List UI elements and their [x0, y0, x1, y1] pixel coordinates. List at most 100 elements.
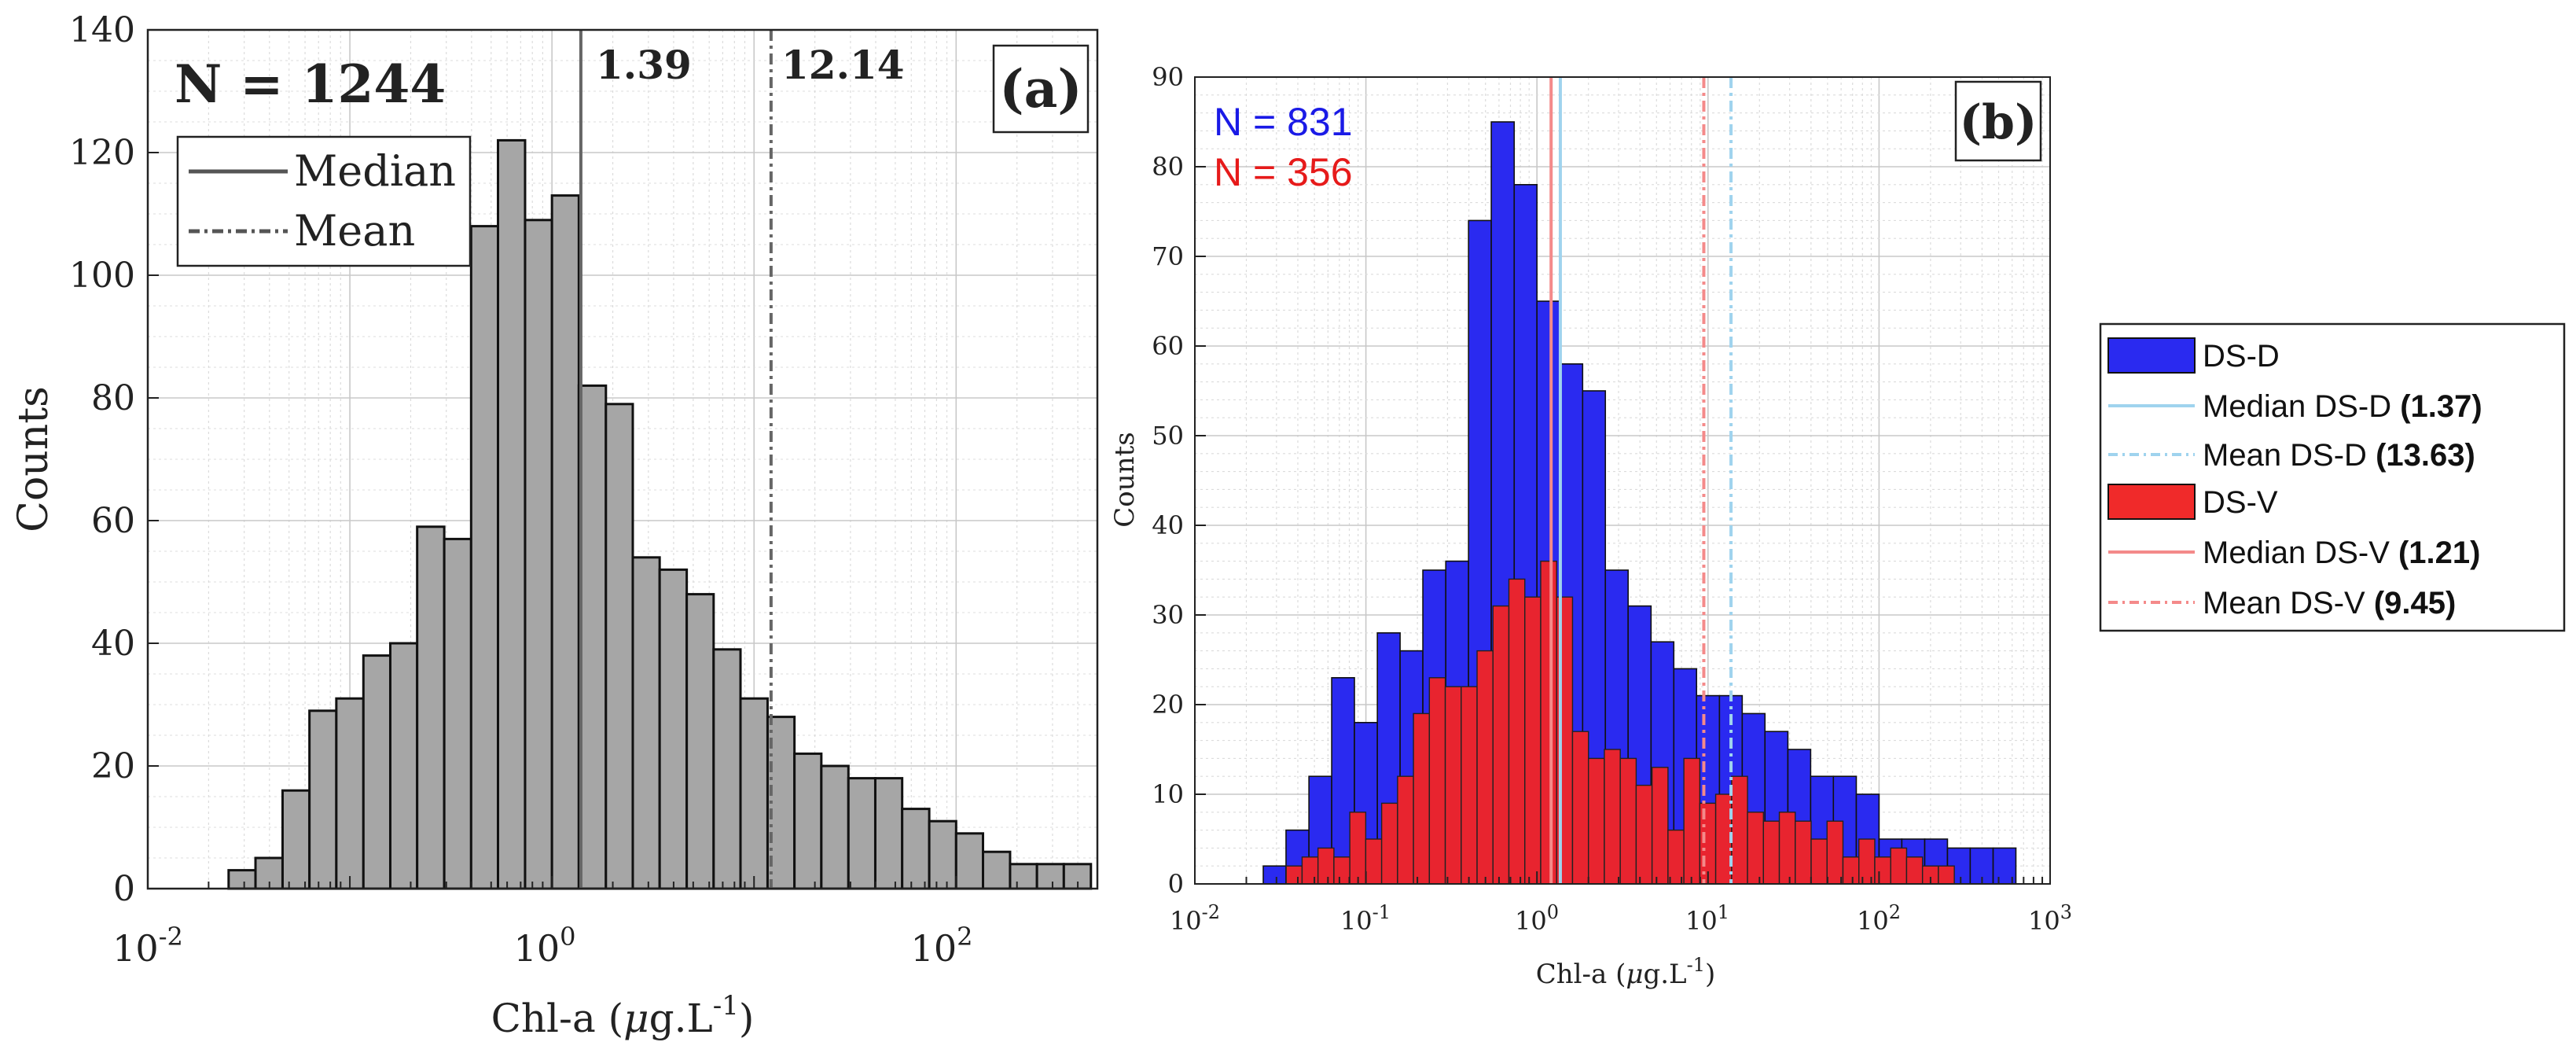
median-legend-label: Median	[294, 146, 456, 196]
ds-v-bar	[1444, 686, 1462, 885]
y-tick-label: 60	[91, 501, 135, 541]
histogram-bar	[847, 777, 876, 890]
y-tick-label: 60	[1152, 331, 1184, 361]
histogram-bar	[954, 832, 985, 890]
ds-v-bar	[1747, 812, 1765, 885]
histogram-bar	[388, 642, 419, 890]
panel-a-ticks	[147, 29, 1098, 889]
histogram-bar	[982, 850, 1012, 890]
y-tick-label: 80	[1152, 152, 1184, 182]
panel-a-n-count: N = 1244	[175, 53, 446, 115]
panel-a-median-value: 1.39	[596, 42, 692, 88]
panel-a-legend: Median Mean	[176, 135, 472, 267]
y-tick-label: 0	[113, 869, 135, 909]
y-tick-label: 140	[69, 10, 135, 50]
panel-b-y-axis-label: Counts	[1109, 432, 1141, 527]
histogram-bar	[308, 709, 338, 890]
ds-v-bar	[1540, 560, 1557, 885]
median-ds-v-legend-label: Median DS-V (1.21)	[2203, 536, 2480, 570]
y-tick-label: 40	[91, 624, 135, 664]
x-tick-label: 10-2	[112, 922, 183, 970]
histogram-bar	[820, 764, 850, 890]
histogram-bar	[227, 869, 257, 890]
x-tick-label: 101	[1685, 901, 1729, 936]
ds-v-bar	[1365, 838, 1383, 885]
panel-b-letter: (b)	[1960, 95, 2038, 150]
ds-v-bar	[1938, 865, 1955, 885]
mean-ds-d-legend-label: Mean DS-D (13.63)	[2203, 438, 2475, 473]
ds-v-legend-swatch	[2107, 484, 2196, 520]
x-tick-label: 100	[1515, 901, 1559, 936]
histogram-bar	[1009, 863, 1038, 890]
panel-a-reference-lines	[579, 30, 773, 889]
ds-v-bar	[1508, 578, 1526, 885]
y-tick-label: 20	[1152, 690, 1184, 720]
histogram-bar	[416, 525, 446, 890]
histogram-bar	[658, 568, 689, 890]
ds-v-bar	[1762, 820, 1780, 885]
histogram-bar	[739, 697, 769, 890]
histogram-bar	[469, 225, 500, 890]
y-tick-label: 70	[1152, 241, 1184, 271]
y-tick-label: 30	[1152, 600, 1184, 630]
histogram-bar	[497, 138, 527, 890]
ds-v-bar	[1858, 838, 1876, 885]
ds-v-bar	[1842, 856, 1860, 885]
ds-d-bar	[1262, 865, 1287, 885]
y-tick-label: 20	[91, 746, 135, 786]
panel-a-axes-frame	[146, 28, 1099, 890]
panel-a-y-tick-labels: 0 20 40 60 80 100 120 140	[69, 10, 135, 909]
panel-a-x-tick-labels: 10-2 100 102	[112, 922, 972, 970]
ds-v-bar	[1778, 812, 1796, 885]
x-tick-label: 100	[514, 922, 576, 970]
histogram-bar	[631, 556, 661, 890]
panel-b-legend-box	[2099, 322, 2566, 632]
ds-v-bar	[1635, 784, 1653, 885]
panel-b-x-axis-label: Chl-a (μg.L-1)	[1536, 954, 1716, 990]
ds-d-legend-swatch	[2107, 337, 2196, 374]
ds-v-bar	[1317, 847, 1335, 885]
panel-b-n-count-ds-v: N = 356	[1214, 150, 1353, 194]
panel-b-axes-frame	[1194, 76, 2051, 885]
x-tick-label: 102	[1857, 901, 1901, 936]
panel-a-letter-box	[992, 44, 1090, 134]
histogram-bar	[901, 808, 931, 890]
panel-b-n-count-ds-d: N = 831	[1214, 100, 1353, 144]
histogram-bar	[685, 593, 715, 890]
ds-v-bar	[1905, 856, 1924, 885]
panel-b: 0 10 20 30 40 50 60 70 80 90 10-2 10-1 1…	[1109, 62, 2072, 990]
ds-v-bar	[1333, 856, 1350, 885]
ds-v-bar	[1795, 820, 1812, 885]
y-tick-label: 0	[1168, 869, 1184, 899]
ds-v-legend-label: DS-V	[2203, 485, 2278, 520]
median-ds-d-legend-label: Median DS-D (1.37)	[2203, 389, 2482, 424]
histogram-bar	[712, 648, 742, 890]
ds-v-bar	[1397, 775, 1414, 885]
ds-v-bar	[1651, 767, 1669, 885]
ds-v-bar	[1874, 856, 1891, 885]
histogram-bar	[1035, 863, 1065, 890]
mean-legend-label: Mean	[294, 206, 415, 256]
panel-b-letter-box	[1954, 80, 2042, 162]
histogram-bar	[524, 219, 553, 890]
ds-v-bar	[1619, 757, 1637, 885]
x-tick-label: 102	[911, 922, 973, 970]
ds-v-bar	[1349, 812, 1367, 885]
panel-b-ticks	[1194, 76, 2044, 885]
panel-a-legend-box	[176, 135, 472, 267]
histogram-bar	[604, 403, 634, 890]
ds-v-bar	[1492, 605, 1510, 885]
panel-b-legend: DS-D Median DS-D (1.37) Mean DS-D (13.63…	[2099, 322, 2566, 632]
panel-b-reference-lines	[1549, 77, 1733, 884]
panel-b-x-tick-labels: 10-2 10-1 100 101 102 103	[1170, 901, 2072, 936]
histogram-bar	[281, 789, 311, 890]
ds-v-bar	[1476, 650, 1494, 885]
ds-d-legend-label: DS-D	[2203, 339, 2280, 374]
y-tick-label: 10	[1152, 779, 1184, 809]
y-tick-label: 40	[1152, 510, 1184, 540]
ds-v-bar	[1571, 731, 1589, 885]
ds-v-bar	[1714, 793, 1733, 885]
y-tick-label: 100	[69, 256, 135, 296]
histogram-bar	[550, 194, 580, 890]
